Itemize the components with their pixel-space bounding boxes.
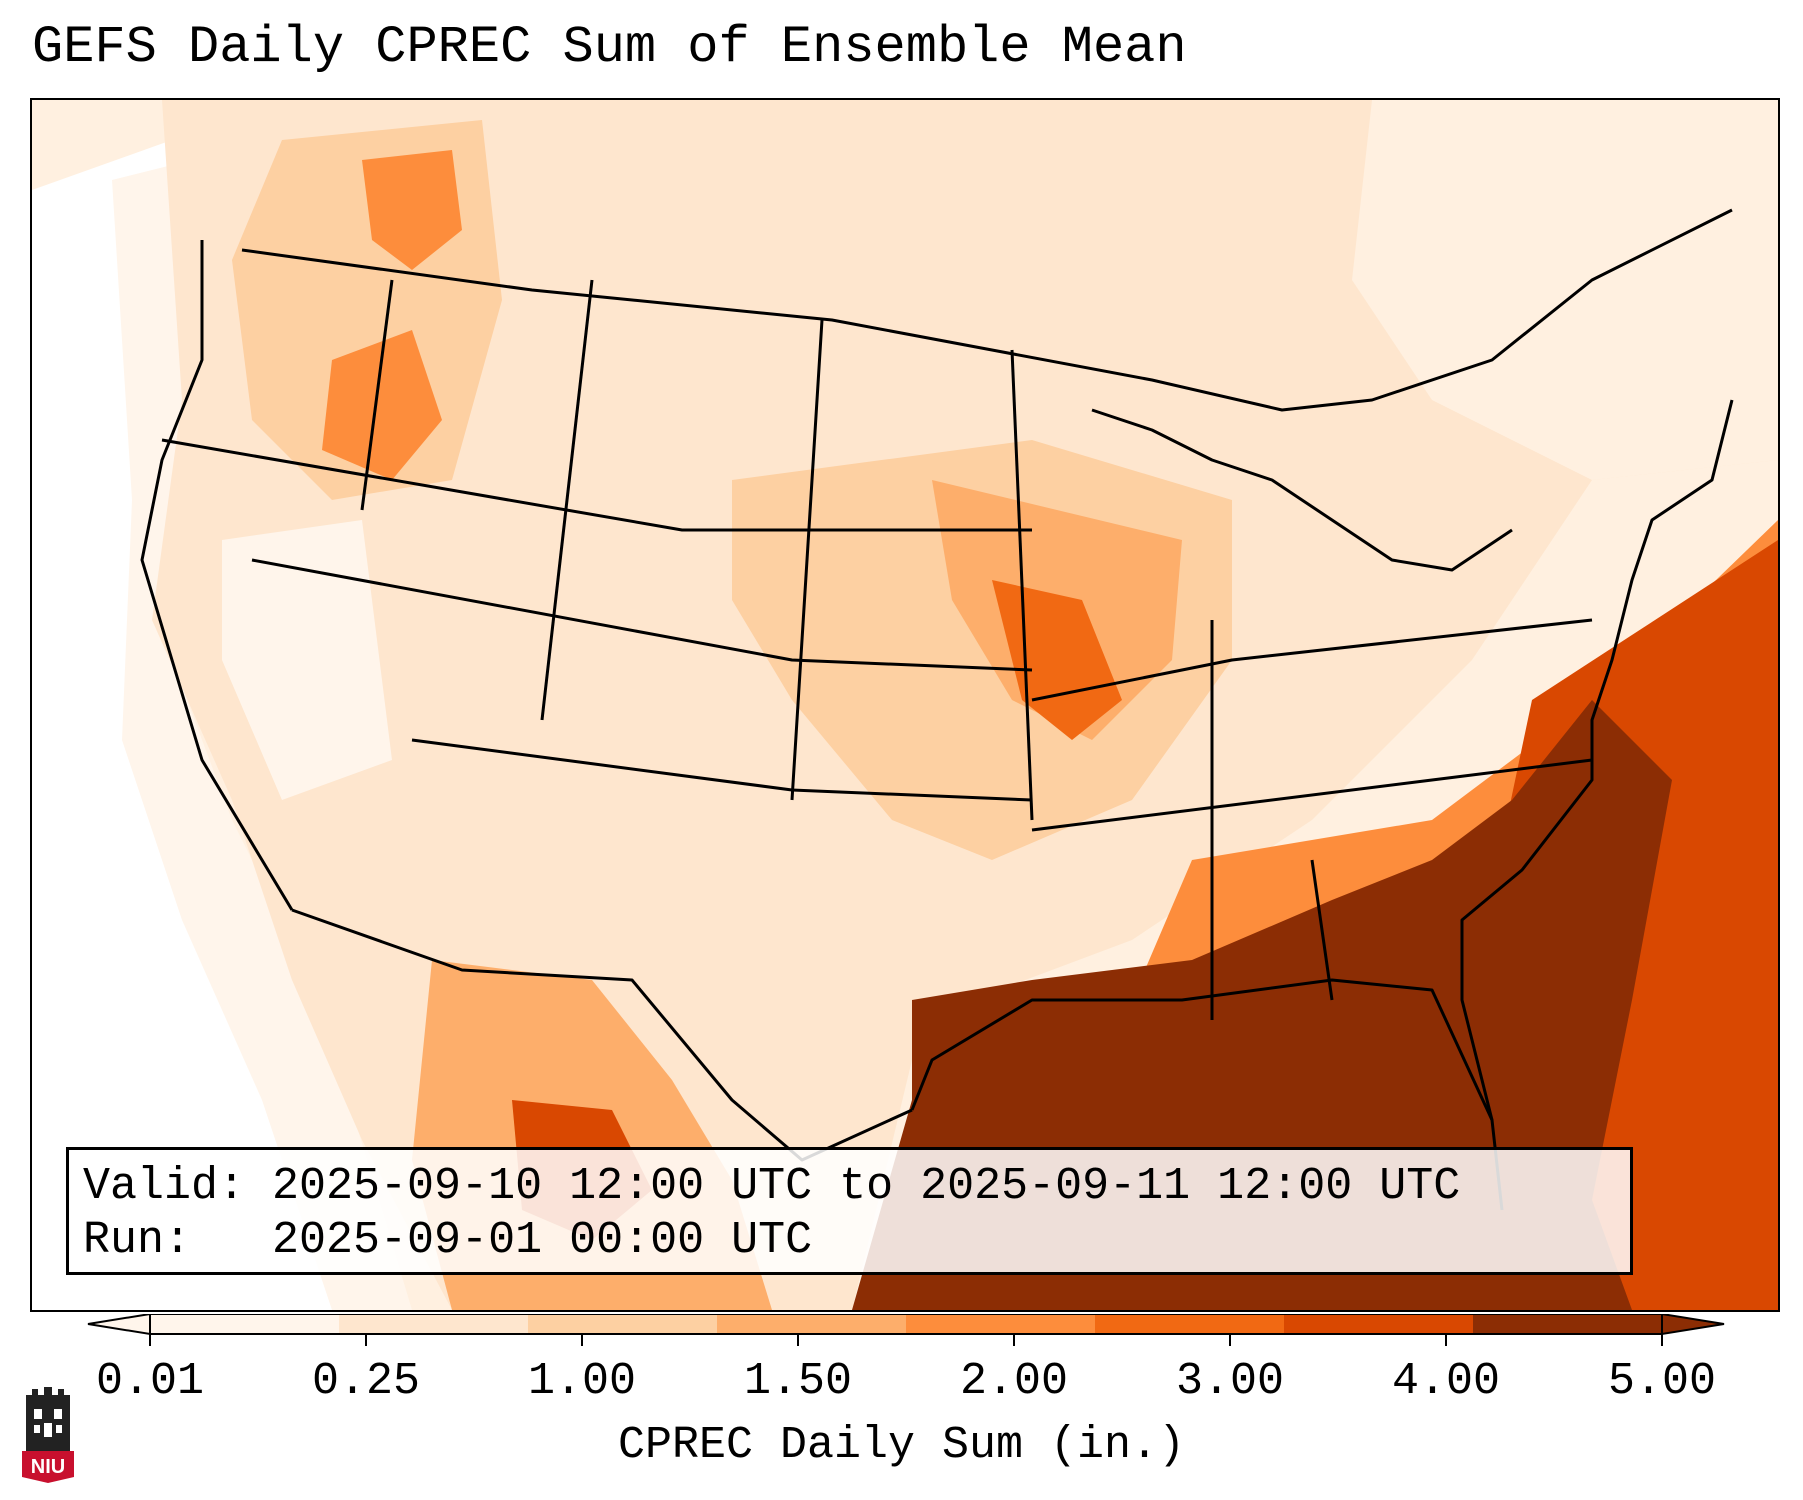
pacific-field — [32, 140, 392, 1310]
nevada-light — [222, 520, 392, 800]
niu-logo-text: NIU — [31, 1456, 65, 1478]
colorbar-extend-low — [87, 1314, 151, 1336]
colorbar-segment — [528, 1314, 718, 1334]
colorbar-segment — [717, 1314, 907, 1334]
colorbar-label: CPREC Daily Sum (in.) — [617, 1420, 1186, 1471]
map-title: GEFS Daily CPREC Sum of Ensemble Mean — [32, 18, 1187, 77]
gulf-coast — [910, 978, 1504, 1211]
pnw-core — [362, 150, 462, 270]
colorbar-segment — [906, 1314, 1096, 1334]
state-lines-ns-3 — [790, 319, 824, 801]
colorbar-tick-label: 2.00 — [959, 1356, 1069, 1407]
state-lines-ns-2 — [540, 279, 594, 721]
colorbar-tick-label: 1.50 — [743, 1356, 853, 1407]
niu-logo-icon: NIU — [22, 1387, 74, 1483]
precip-map — [32, 100, 1778, 1310]
state-lines-ew-1 — [161, 438, 1032, 532]
colorbar-segment — [339, 1314, 529, 1334]
map-panel[interactable] — [30, 98, 1780, 1312]
west-coast — [140, 240, 294, 911]
run-line: Run: 2025-09-01 00:00 UTC — [83, 1215, 813, 1266]
colorbar-outline — [149, 1314, 1663, 1335]
state-lines-ew-3 — [411, 738, 1033, 802]
colorbar-segment — [1284, 1314, 1474, 1334]
colorbar-tick-label: 3.00 — [1175, 1356, 1285, 1407]
boundary-lines — [140, 208, 1734, 1211]
idaho-core — [322, 330, 442, 480]
us-canada-border — [241, 208, 1733, 412]
colorbar-tick-label: 4.00 — [1391, 1356, 1501, 1407]
colorbar-extend-high — [1661, 1314, 1725, 1336]
colorbar-segment — [1095, 1314, 1285, 1334]
colorbar — [87, 1314, 1725, 1346]
colorbar-tick-label: 0.25 — [311, 1356, 421, 1407]
northeast-light — [1352, 100, 1778, 480]
state-lines-ns-1 — [360, 279, 394, 511]
valid-run-info-box: Valid: 2025-09-10 12:00 UTC to 2025-09-1… — [66, 1147, 1633, 1275]
colorbar-tick-label: 5.00 — [1607, 1356, 1717, 1407]
state-lines-ew-5 — [1031, 618, 1593, 702]
great-lakes — [1091, 408, 1513, 572]
colorbar-tick-label: 1.00 — [527, 1356, 637, 1407]
state-lines-ew-2 — [251, 558, 1033, 672]
colorbar-segment — [150, 1314, 340, 1334]
state-lines-ew-4 — [1031, 758, 1593, 832]
east-coast — [1460, 399, 1734, 1121]
castle-icon — [26, 1387, 70, 1451]
state-lines-ns-6 — [1310, 859, 1334, 1001]
colorbar-segment — [1473, 1314, 1663, 1334]
colorbar-tick-label: 0.01 — [95, 1356, 205, 1407]
valid-line: Valid: 2025-09-10 12:00 UTC to 2025-09-1… — [83, 1161, 1461, 1212]
state-lines-ns-4 — [1010, 349, 1034, 821]
